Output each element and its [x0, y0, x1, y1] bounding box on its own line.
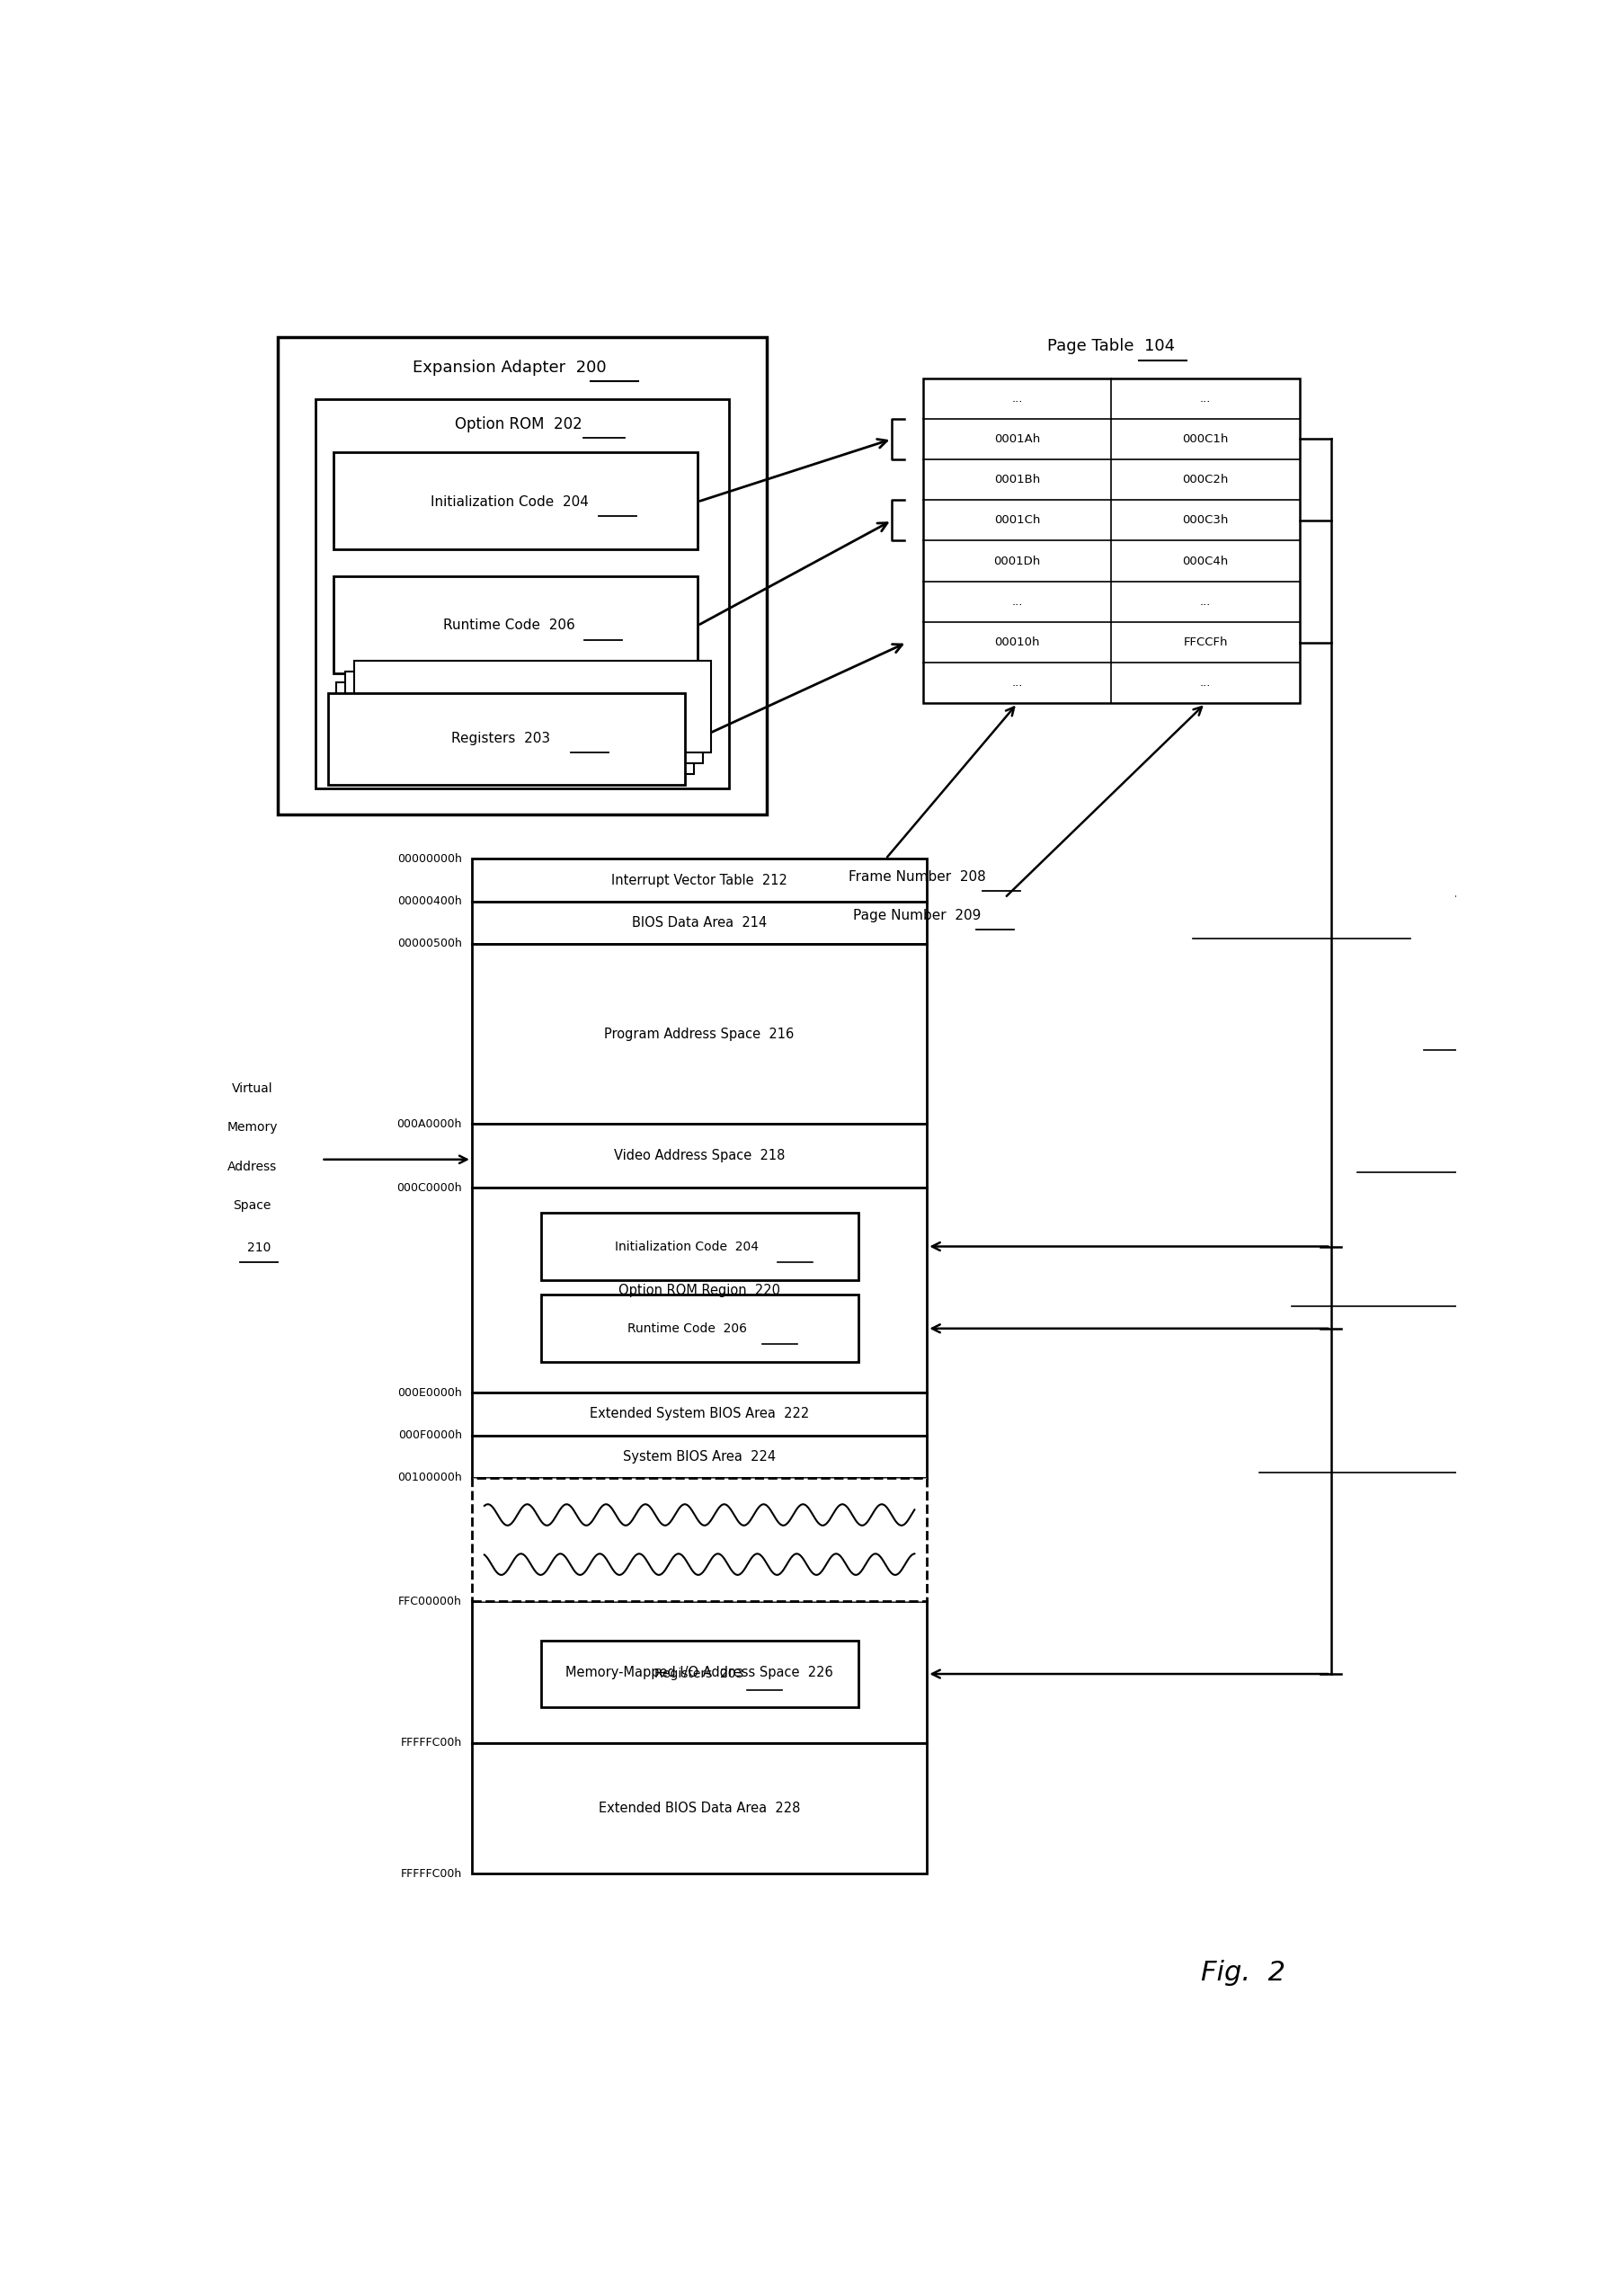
Text: 000C1h: 000C1h — [1183, 434, 1228, 445]
Text: 00100000h: 00100000h — [398, 1472, 461, 1483]
Text: Video Address Space  218: Video Address Space 218 — [613, 1150, 785, 1162]
Text: FFCCFh: FFCCFh — [1183, 636, 1228, 647]
Text: ...: ... — [1011, 677, 1023, 689]
Text: 0001Ch: 0001Ch — [993, 514, 1040, 526]
FancyBboxPatch shape — [278, 338, 767, 815]
Text: Program Address Space  216: Program Address Space 216 — [605, 1026, 794, 1040]
FancyBboxPatch shape — [540, 1212, 858, 1281]
FancyBboxPatch shape — [337, 682, 694, 774]
FancyBboxPatch shape — [333, 576, 697, 673]
FancyBboxPatch shape — [472, 1125, 927, 1187]
Text: Runtime Code  206: Runtime Code 206 — [443, 620, 576, 631]
FancyBboxPatch shape — [472, 1603, 927, 1743]
Text: Memory: Memory — [227, 1120, 278, 1134]
Text: 000C4h: 000C4h — [1183, 556, 1228, 567]
Text: 00000400h: 00000400h — [398, 895, 461, 907]
Text: ...: ... — [1011, 393, 1023, 404]
Text: Memory-Mapped I/O Address Space  226: Memory-Mapped I/O Address Space 226 — [566, 1665, 833, 1678]
Text: ...: ... — [1011, 597, 1023, 608]
FancyBboxPatch shape — [327, 693, 684, 785]
FancyBboxPatch shape — [333, 452, 697, 549]
Text: 000A0000h: 000A0000h — [396, 1118, 461, 1130]
Text: 00000000h: 00000000h — [396, 854, 461, 866]
Text: Option ROM  202: Option ROM 202 — [455, 416, 582, 432]
Text: Address: Address — [228, 1159, 277, 1173]
Text: Option ROM Region  220: Option ROM Region 220 — [618, 1283, 780, 1297]
Text: Fig.  2: Fig. 2 — [1201, 1961, 1285, 1986]
Text: Runtime Code  206: Runtime Code 206 — [628, 1322, 746, 1334]
FancyBboxPatch shape — [354, 661, 712, 753]
FancyBboxPatch shape — [540, 1639, 858, 1708]
Text: 00010h: 00010h — [995, 636, 1040, 647]
Text: ...: ... — [1201, 597, 1210, 608]
Text: 0001Ah: 0001Ah — [995, 434, 1040, 445]
Text: Space: Space — [233, 1199, 272, 1212]
FancyBboxPatch shape — [472, 859, 927, 902]
Text: FFC00000h: FFC00000h — [398, 1596, 461, 1607]
FancyBboxPatch shape — [472, 1743, 927, 1874]
FancyBboxPatch shape — [472, 1187, 927, 1394]
Text: 000C2h: 000C2h — [1183, 473, 1228, 484]
Text: Expansion Adapter  200: Expansion Adapter 200 — [413, 360, 607, 377]
Text: 000F0000h: 000F0000h — [398, 1430, 461, 1442]
Text: Interrupt Vector Table  212: Interrupt Vector Table 212 — [612, 872, 788, 886]
Text: Extended System BIOS Area  222: Extended System BIOS Area 222 — [589, 1407, 809, 1421]
FancyBboxPatch shape — [472, 902, 927, 944]
FancyBboxPatch shape — [316, 400, 730, 788]
FancyBboxPatch shape — [345, 670, 702, 765]
FancyBboxPatch shape — [540, 1295, 858, 1362]
Text: Registers  203: Registers 203 — [451, 732, 550, 746]
Text: Page Number  209: Page Number 209 — [853, 909, 981, 923]
FancyBboxPatch shape — [472, 1394, 927, 1435]
FancyBboxPatch shape — [924, 379, 1299, 703]
Text: 000C0000h: 000C0000h — [396, 1182, 461, 1194]
FancyBboxPatch shape — [472, 944, 927, 1125]
Text: Virtual: Virtual — [231, 1081, 273, 1095]
Text: 00000500h: 00000500h — [396, 939, 461, 951]
FancyBboxPatch shape — [472, 1435, 927, 1479]
Text: Initialization Code  204: Initialization Code 204 — [615, 1240, 759, 1254]
Text: Initialization Code  204: Initialization Code 204 — [430, 496, 589, 507]
Text: 0001Dh: 0001Dh — [993, 556, 1040, 567]
Text: FFFFFC00h: FFFFFC00h — [401, 1869, 461, 1880]
Text: Frame Number  208: Frame Number 208 — [848, 870, 985, 884]
Text: 0001Bh: 0001Bh — [995, 473, 1040, 484]
Text: FFFFFC00h: FFFFFC00h — [401, 1738, 461, 1750]
Text: BIOS Data Area  214: BIOS Data Area 214 — [633, 916, 767, 930]
Text: Registers  203: Registers 203 — [655, 1667, 744, 1681]
Text: Page Table  104: Page Table 104 — [1047, 338, 1175, 354]
Text: System BIOS Area  224: System BIOS Area 224 — [623, 1449, 777, 1463]
FancyBboxPatch shape — [472, 1479, 927, 1603]
Text: 000E0000h: 000E0000h — [398, 1387, 461, 1398]
Text: 210: 210 — [248, 1242, 270, 1254]
Text: ...: ... — [1201, 393, 1210, 404]
Text: Extended BIOS Data Area  228: Extended BIOS Data Area 228 — [599, 1802, 801, 1816]
Text: 000C3h: 000C3h — [1183, 514, 1228, 526]
Text: ...: ... — [1201, 677, 1210, 689]
